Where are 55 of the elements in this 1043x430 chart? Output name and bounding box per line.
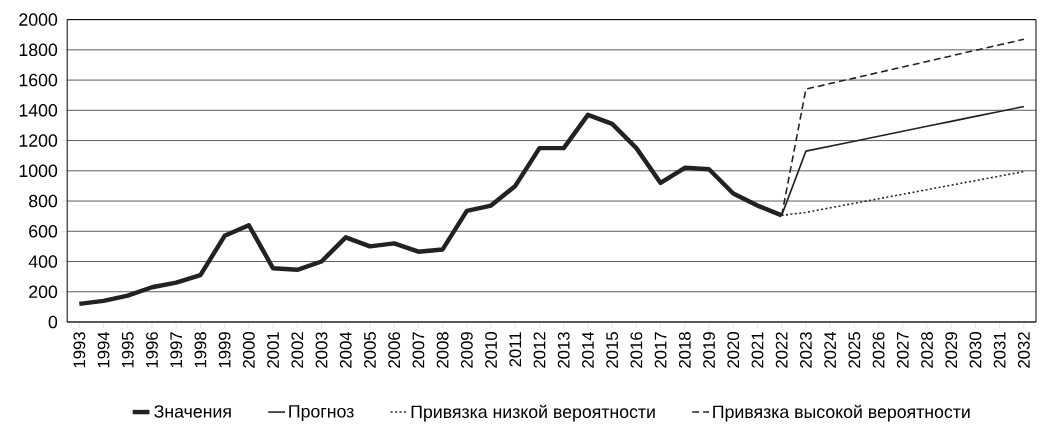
x-tick-label: 2021 [751, 332, 764, 368]
y-tick-label: 1200 [19, 134, 58, 147]
y-tick-label: 400 [28, 255, 58, 268]
x-tick-label: 2030 [969, 332, 982, 368]
x-tick-label: 2008 [436, 332, 449, 368]
y-tick-label: 2000 [19, 13, 58, 26]
x-tick-label: 2019 [703, 332, 715, 368]
legend-label: Значения [154, 405, 231, 418]
x-tick-label: 2028 [921, 332, 933, 368]
x-tick-label: 1993 [73, 332, 86, 368]
x-tick-label: 2011 [509, 332, 522, 367]
legend-label: Прогноз [289, 405, 354, 422]
y-tick-label: 200 [29, 285, 58, 299]
x-tick-label: 2018 [678, 332, 691, 368]
x-tick-label: 2031 [993, 332, 1006, 368]
x-tick-label: 2023 [799, 332, 812, 368]
x-tick-label: 1998 [194, 332, 207, 368]
x-tick-label: 2015 [606, 332, 619, 368]
x-tick-label: 2017 [654, 332, 667, 368]
x-tick-label: 2014 [582, 331, 594, 368]
x-tick-label: 2012 [533, 332, 546, 368]
x-tick-label: 2000 [242, 332, 255, 368]
x-tick-label: 2007 [412, 332, 425, 368]
y-tick-label: 1400 [19, 104, 58, 117]
x-tick-label: 2025 [848, 332, 861, 368]
x-tick-label: 2004 [339, 331, 352, 368]
y-tick-label: 600 [29, 225, 58, 238]
x-tick-label: 1999 [218, 332, 231, 368]
x-tick-label: 2001 [267, 332, 279, 368]
y-tick-label: 0 [48, 315, 58, 329]
y-tick-label: 800 [29, 194, 58, 208]
x-tick-label: 2027 [896, 332, 909, 368]
x-tick-label: 2020 [727, 332, 740, 368]
x-tick-label: 2032 [1017, 332, 1030, 368]
legend-label: Привязка высокой вероятности [713, 404, 970, 422]
x-tick-label: 2003 [315, 332, 328, 368]
x-tick-label: 2002 [291, 332, 304, 368]
x-tick-label: 2024 [824, 331, 837, 368]
x-tick-label: 2010 [485, 332, 497, 368]
x-tick-label: 2009 [460, 332, 473, 368]
y-tick-label: 1000 [19, 164, 58, 178]
x-tick-label: 2029 [945, 332, 958, 368]
x-tick-label: 2022 [775, 332, 788, 368]
x-tick-label: 2013 [557, 332, 570, 368]
x-tick-label: 2006 [388, 332, 401, 368]
y-tick-label: 1600 [19, 73, 58, 87]
legend-label: Привязка низкой вероятности [411, 404, 655, 422]
y-tick-label: 1800 [19, 43, 58, 57]
x-tick-label: 2016 [630, 332, 643, 368]
x-tick-label: 1994 [97, 331, 110, 368]
x-tick-label: 1995 [121, 332, 134, 368]
x-tick-label: 2026 [872, 332, 885, 368]
x-tick-label: 1997 [170, 332, 183, 368]
x-tick-label: 1996 [146, 332, 158, 368]
x-tick-label: 2005 [364, 332, 376, 368]
